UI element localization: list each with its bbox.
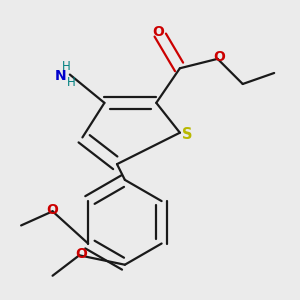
Text: N: N — [55, 69, 67, 83]
Text: O: O — [213, 50, 225, 64]
Text: H: H — [67, 76, 76, 89]
Text: S: S — [182, 127, 193, 142]
Text: H: H — [62, 60, 71, 73]
Text: O: O — [152, 25, 164, 39]
Text: O: O — [75, 247, 87, 261]
Text: O: O — [46, 203, 58, 217]
